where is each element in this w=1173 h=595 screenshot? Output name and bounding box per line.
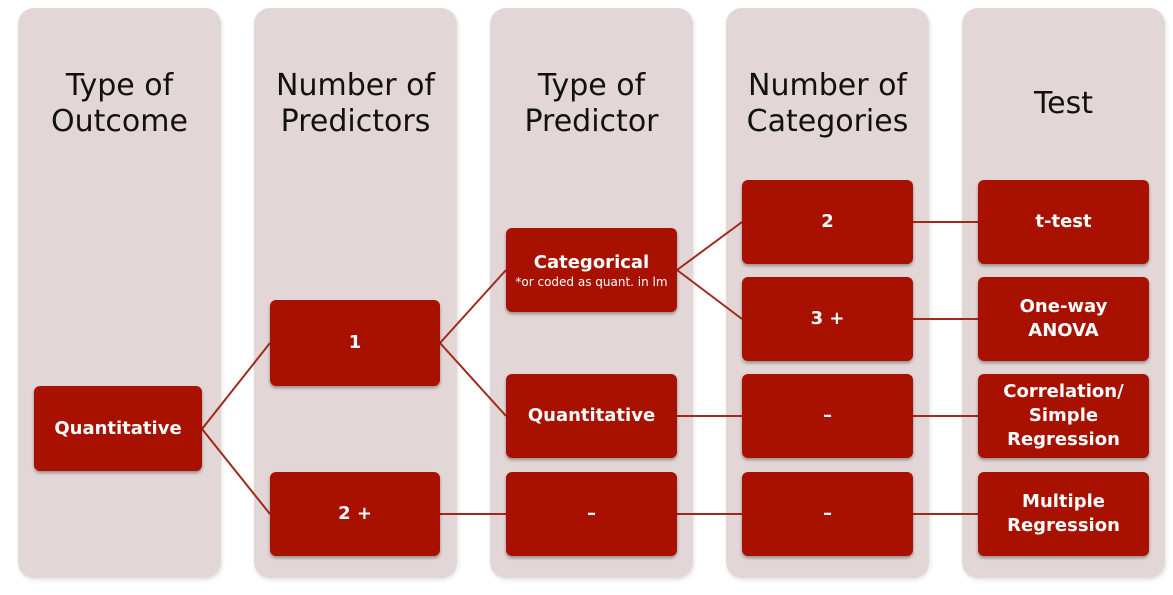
node-categories-3plus: 3 + [742,277,913,361]
node-label: 2 [821,211,834,232]
node-test-multiple: Multiple Regression [978,472,1149,556]
node-predictors-2plus: 2 + [270,472,440,556]
column-header: Number of Categories [726,68,929,140]
connector [201,428,271,515]
header-line: Predictor [524,104,659,139]
node-predictor-dash: – [506,472,677,556]
node-label: Categorical [533,252,650,273]
header-line: Type of [65,68,174,103]
node-categories-dash-2: – [742,472,913,556]
connector [439,269,507,344]
node-test-correlation: Correlation/ Simple Regression [978,374,1149,458]
node-label: – [587,503,596,524]
node-label: t-test [1035,211,1092,232]
node-label: 1 [348,332,362,353]
node-categories-2: 2 [742,180,913,264]
node-label: Correlation/ [1003,381,1124,402]
header-line: Outcome [51,104,188,139]
header-line: Categories [746,104,909,139]
node-label: Multiple [1022,491,1105,512]
node-label: Regression [1007,515,1120,536]
node-label: Quantitative [54,417,182,439]
connector [201,342,271,430]
node-test-anova: One-way ANOVA [978,277,1149,361]
connector [439,342,507,417]
header-line: Number of [748,68,907,103]
node-label: One-way [1019,296,1108,317]
node-predictor-quantitative: Quantitative [506,374,677,458]
node-label: – [823,503,832,524]
column-header: Type of Outcome [18,68,221,140]
connector [676,221,743,271]
column-header: Test [962,86,1165,122]
node-test-ttest: t-test [978,180,1149,264]
node-predictors-1: 1 [270,300,440,386]
connector [676,269,743,320]
node-note: *or coded as quant. in lm [515,275,668,289]
column-header: Type of Predictor [490,68,693,140]
column-header: Number of Predictors [254,68,457,140]
node-label: Regression [1007,429,1120,450]
header-line: Test [1033,86,1094,121]
node-categories-dash-1: – [742,374,913,458]
node-label: 3 + [810,308,845,329]
header-line: Number of [276,68,435,103]
node-predictor-categorical: Categorical *or coded as quant. in lm [506,228,677,312]
node-label: – [823,405,832,426]
node-label: Simple [1028,405,1099,426]
node-label: Quantitative [527,405,656,426]
header-line: Predictors [280,104,431,139]
node-label: 2 + [338,503,372,524]
node-label: ANOVA [1028,320,1099,341]
header-line: Type of [537,68,646,103]
node-outcome-quantitative: Quantitative [34,386,202,471]
column-type-of-outcome: Type of Outcome [18,8,221,578]
